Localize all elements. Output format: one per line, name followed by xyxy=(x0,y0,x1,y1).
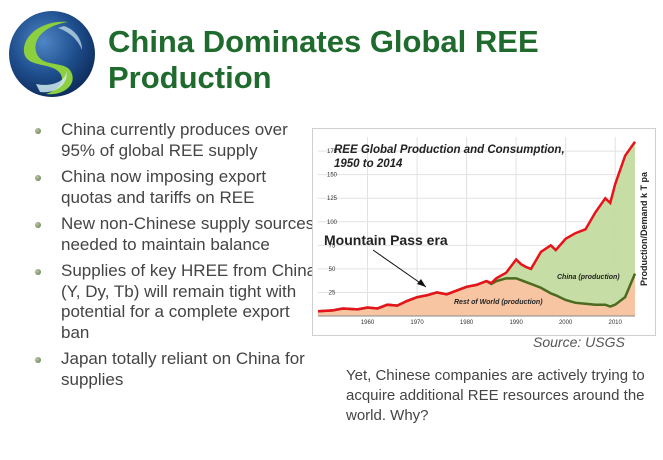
y-tick-label: 25 xyxy=(329,290,336,296)
x-tick-label: 1990 xyxy=(509,320,523,326)
y-tick-label: 125 xyxy=(327,196,338,202)
y-tick-label: 175 xyxy=(327,149,338,155)
rest-of-world-label: Rest of World (production) xyxy=(454,299,543,306)
x-tick-label: 2010 xyxy=(609,320,623,326)
bullet-text: New non-Chinese supply sources needed to… xyxy=(61,214,315,254)
mountain-pass-label: Mountain Pass era xyxy=(324,232,448,248)
total-production-line xyxy=(317,140,637,313)
bullet-item: New non-Chinese supply sources needed to… xyxy=(28,214,318,255)
x-tick-label: 1970 xyxy=(410,320,424,326)
bullet-icon xyxy=(35,222,41,228)
slide-title: China Dominates Global REE Production xyxy=(108,24,539,95)
bullet-icon xyxy=(35,269,41,275)
source-credit: Source: USGS xyxy=(533,334,625,350)
x-tick-label: 1960 xyxy=(361,320,375,326)
bullet-item: Japan totally reliant on China for suppl… xyxy=(28,349,318,390)
chart-y-axis-label: Production/Demand k T pa xyxy=(639,171,649,287)
china-area xyxy=(318,141,635,312)
company-logo xyxy=(9,11,95,97)
y-tick-label: 100 xyxy=(327,220,338,226)
x-tick-label: 1980 xyxy=(460,320,474,326)
bullet-item: Supplies of key HREE from China (Y, Dy, … xyxy=(28,261,318,343)
bullet-icon xyxy=(35,357,41,363)
y-tick-label: 50 xyxy=(329,267,336,273)
bullet-list: China currently produces over 95% of glo… xyxy=(28,120,318,396)
ree-production-chart: 25 50 75 100 125 150 175 1960 1970 1980 1990 2000 20… xyxy=(312,128,656,336)
chart-canvas: 25 50 75 100 125 150 175 1960 1970 1980 1990 2000 20… xyxy=(317,137,637,326)
annotation-arrow-line xyxy=(372,249,427,288)
bullet-icon xyxy=(35,128,41,134)
y-tick-label: 150 xyxy=(327,173,338,179)
bullet-item: China now imposing export quotas and tar… xyxy=(28,167,318,208)
y-tick-label: 75 xyxy=(329,243,336,249)
rest-of-world-area xyxy=(318,273,635,316)
china-production-label: China (production) xyxy=(557,274,620,281)
x-tick-label: 2000 xyxy=(559,320,573,326)
closing-note: Yet, Chinese companies are actively tryi… xyxy=(346,367,645,424)
annotation-arrowhead xyxy=(417,279,426,287)
bullet-text: China now imposing export quotas and tar… xyxy=(61,167,267,207)
bullet-item: China currently produces over 95% of glo… xyxy=(28,120,318,161)
bullet-text: Supplies of key HREE from China (Y, Dy, … xyxy=(61,261,317,342)
bullet-text: Japan totally reliant on China for suppl… xyxy=(61,349,305,389)
bullet-text: China currently produces over 95% of glo… xyxy=(61,120,288,160)
bullet-icon xyxy=(35,175,41,181)
chart-title: REE Global Production and Consumption, 1… xyxy=(334,144,565,170)
